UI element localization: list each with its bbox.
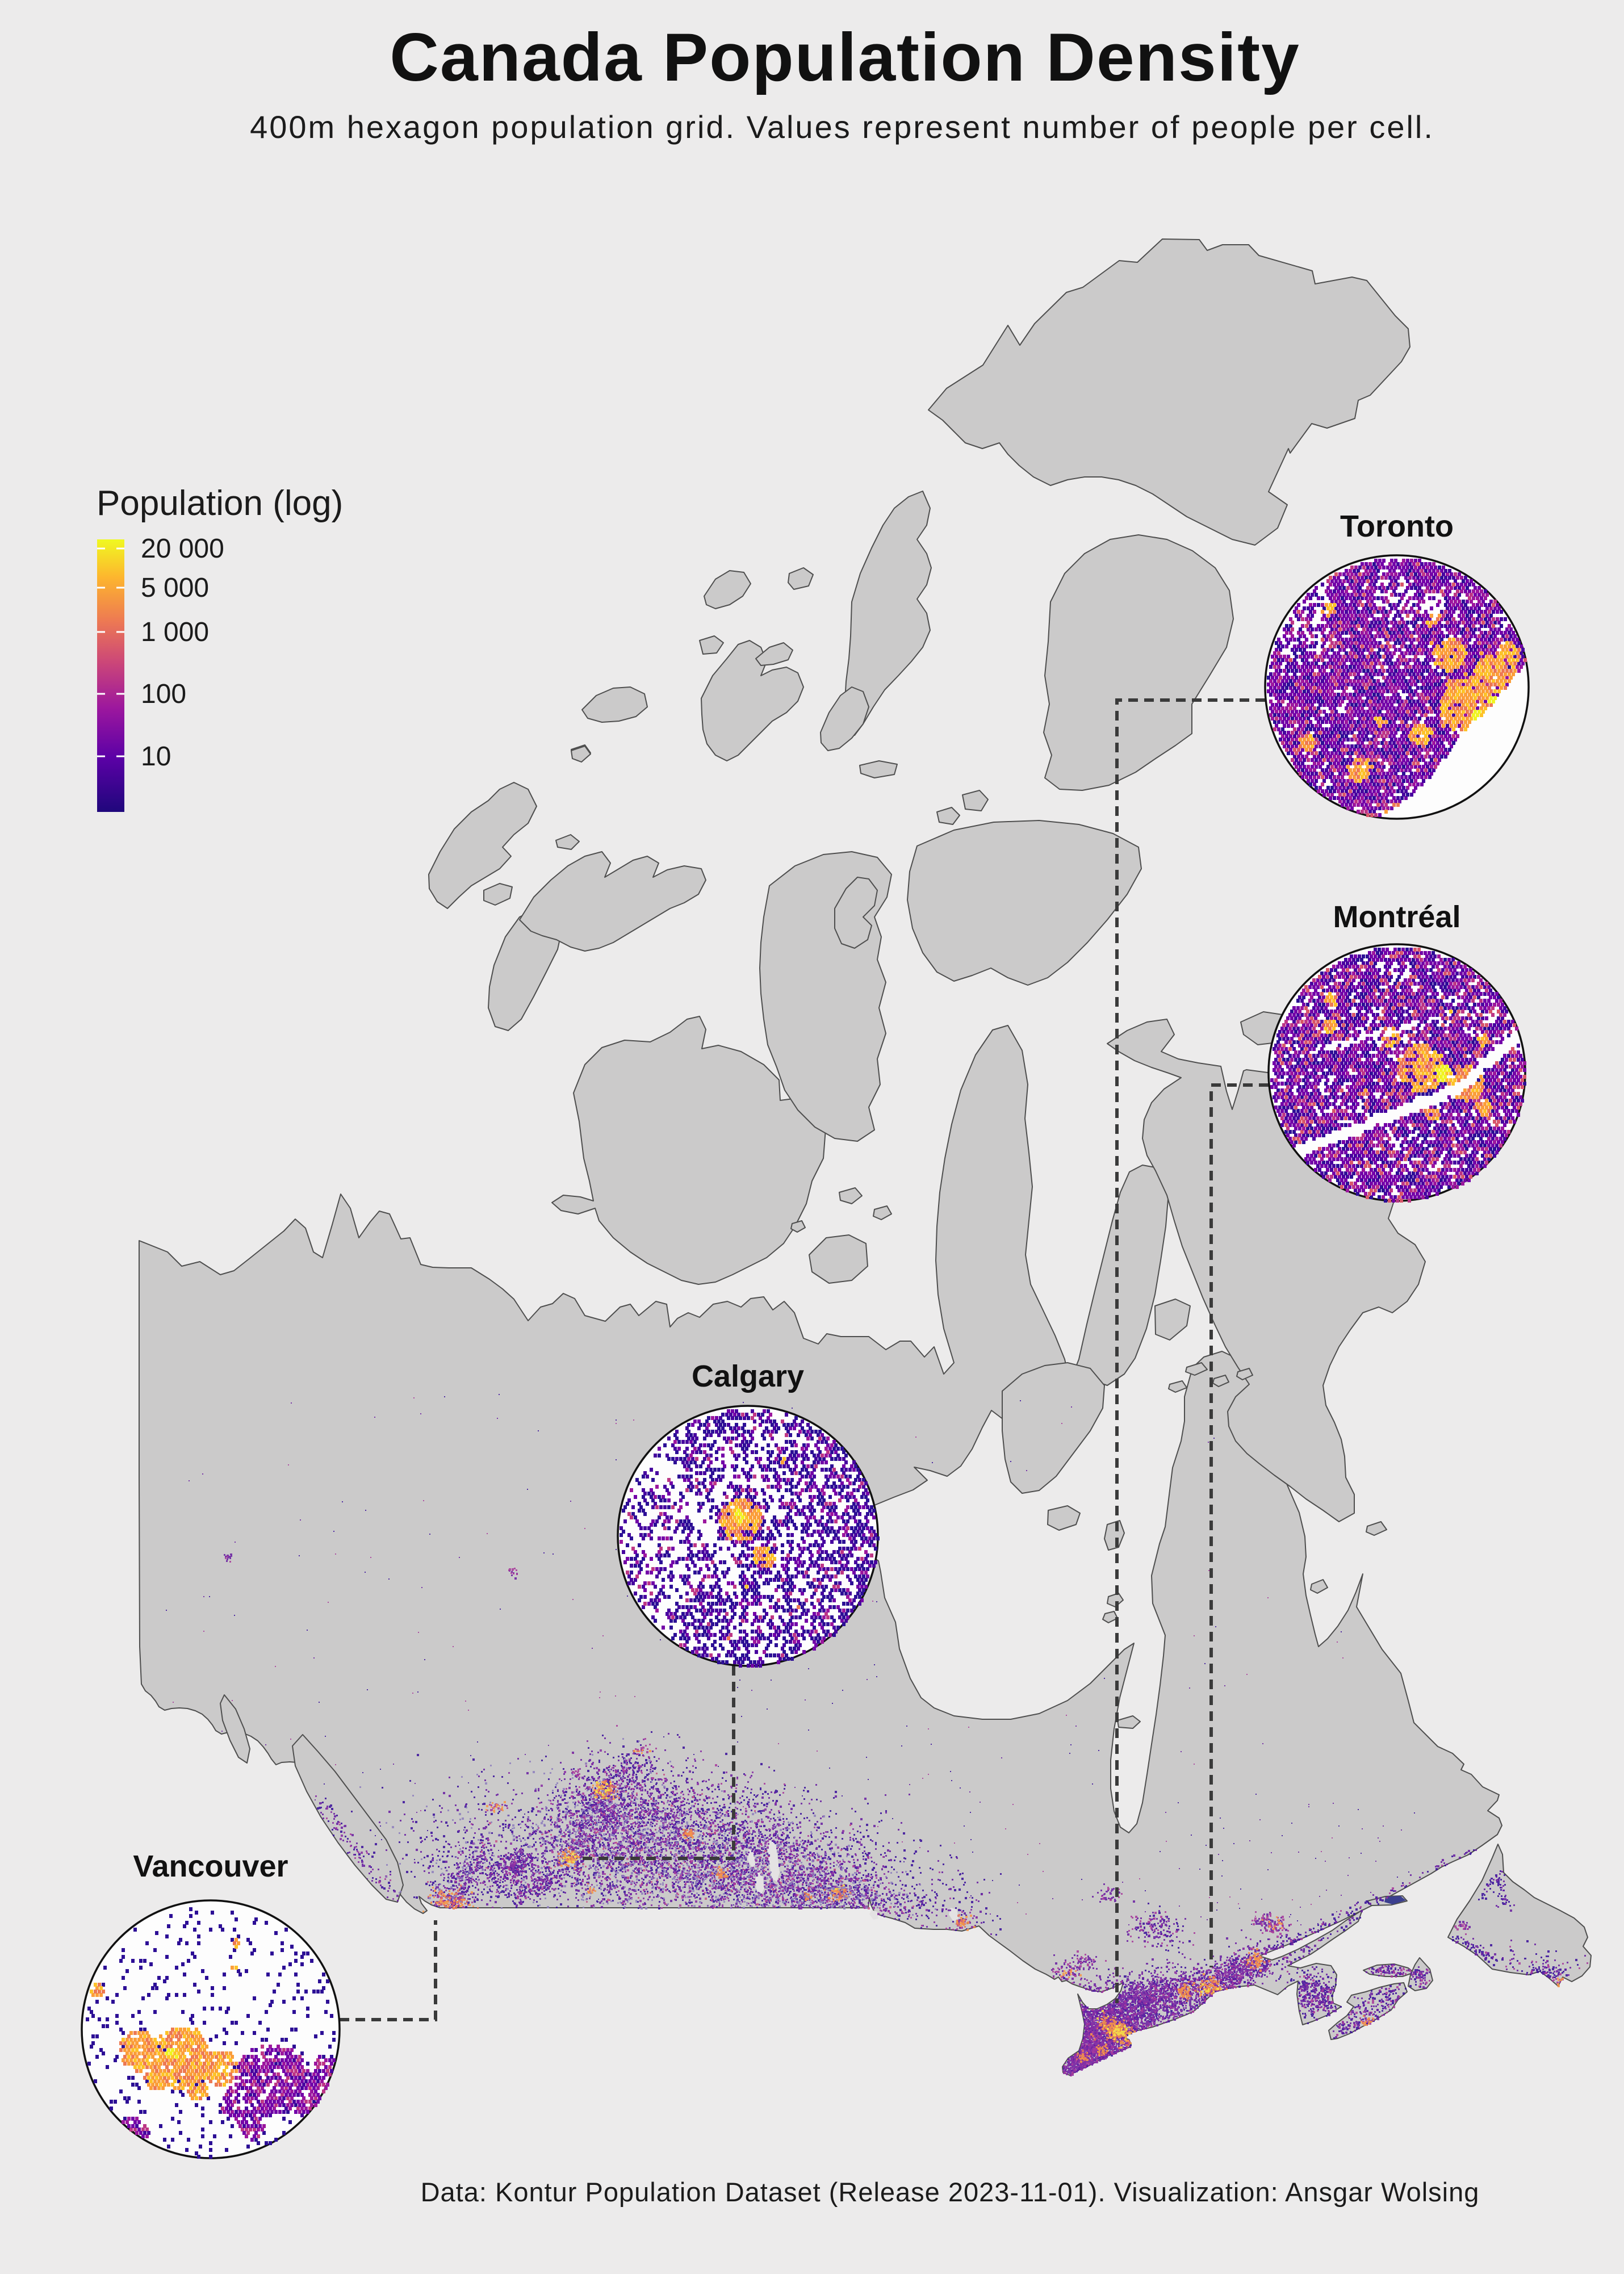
- svg-text:Population (log): Population (log): [97, 484, 343, 523]
- svg-text:20 000: 20 000: [141, 534, 224, 564]
- svg-text:Vancouver: Vancouver: [133, 1849, 288, 1883]
- svg-text:100: 100: [141, 679, 186, 709]
- svg-text:Toronto: Toronto: [1340, 509, 1454, 543]
- svg-text:Montréal: Montréal: [1333, 900, 1460, 934]
- svg-text:Canada Population Density: Canada Population Density: [390, 19, 1300, 95]
- svg-text:5 000: 5 000: [141, 573, 209, 603]
- svg-text:Calgary: Calgary: [692, 1359, 804, 1393]
- svg-text:10: 10: [141, 742, 171, 772]
- svg-text:1 000: 1 000: [141, 617, 209, 647]
- svg-text:Data: Kontur Population Datase: Data: Kontur Population Dataset (Release…: [421, 2177, 1480, 2207]
- svg-text:400m hexagon population grid.: 400m hexagon population grid. Values rep…: [250, 109, 1434, 145]
